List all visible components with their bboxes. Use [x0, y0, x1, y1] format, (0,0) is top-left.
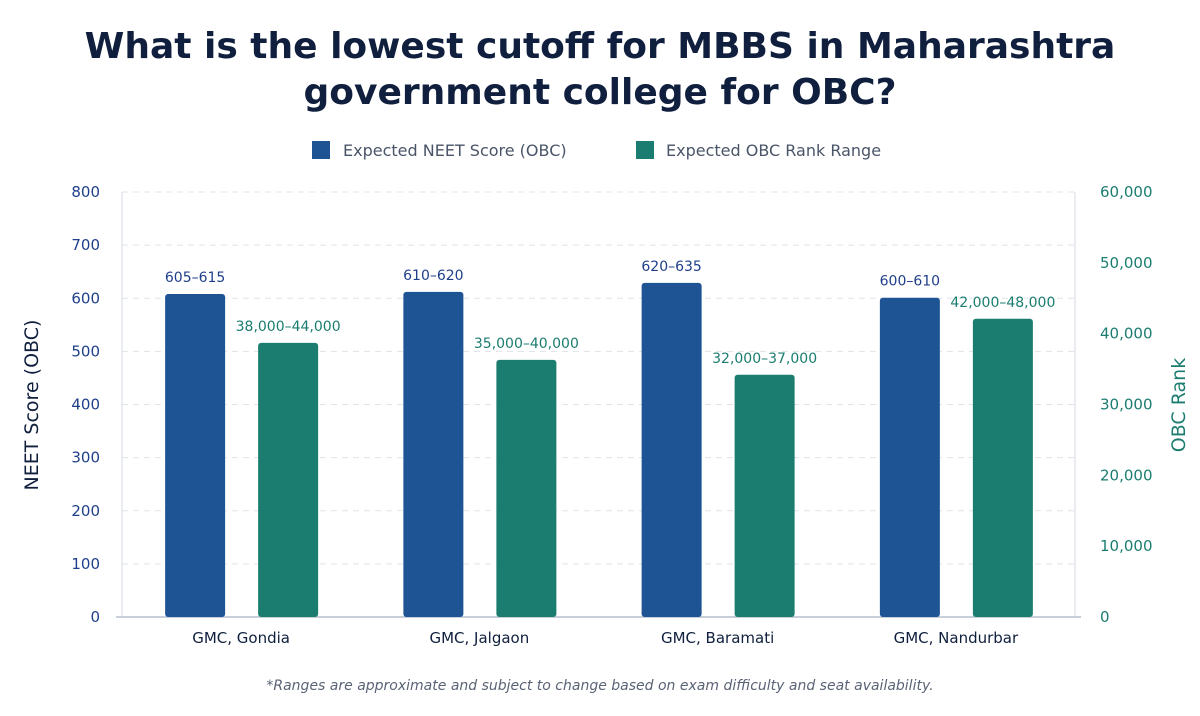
y-axis-label-left: NEET Score (OBC) [21, 320, 43, 491]
chart-title-line-1: What is the lowest cutoff for MBBS in Ma… [85, 26, 1116, 67]
data-label-neet: 605–615 [165, 270, 225, 286]
y-tick-left: 200 [71, 502, 100, 520]
data-label-rank: 42,000–48,000 [950, 295, 1055, 311]
legend-label-neet: Expected NEET Score (OBC) [343, 141, 567, 160]
data-label-rank: 38,000–44,000 [236, 319, 341, 335]
bar-neet-score [403, 291, 464, 617]
y-tick-right: 60,000 [1100, 183, 1153, 201]
y-axis-label-right: OBC Rank [1168, 358, 1190, 452]
y-tick-left: 100 [71, 555, 100, 573]
bar-obc-rank [972, 318, 1033, 617]
y-tick-right: 20,000 [1100, 466, 1153, 484]
y-tick-left: 600 [71, 289, 100, 307]
footnote: *Ranges are approximate and subject to c… [266, 678, 933, 694]
data-label-rank: 35,000–40,000 [474, 336, 579, 352]
data-label-rank: 32,000–37,000 [712, 351, 817, 367]
y-tick-left: 800 [71, 183, 100, 201]
y-tick-left: 0 [90, 608, 100, 626]
data-label-neet: 620–635 [641, 259, 701, 275]
y-tick-left: 700 [71, 236, 100, 254]
bar-neet-score [641, 282, 702, 617]
x-tick-label: GMC, Baramati [661, 629, 774, 647]
bar-obc-rank [258, 342, 319, 617]
x-tick-label: GMC, Jalgaon [429, 629, 529, 647]
y-tick-right: 40,000 [1100, 325, 1153, 343]
y-tick-right: 10,000 [1100, 537, 1153, 555]
y-tick-right: 30,000 [1100, 396, 1153, 414]
y-tick-left: 500 [71, 342, 100, 360]
y-tick-right: 50,000 [1100, 254, 1153, 272]
y-tick-right: 0 [1100, 608, 1110, 626]
y-tick-left: 400 [71, 396, 100, 414]
bar-obc-rank [734, 374, 795, 617]
y-tick-left: 300 [71, 449, 100, 467]
data-label-neet: 610–620 [403, 268, 463, 284]
legend-swatch-rank [636, 141, 654, 159]
data-label-neet: 600–610 [880, 274, 940, 290]
chart-title-line-2: government college for OBC? [304, 72, 897, 113]
legend-label-rank: Expected OBC Rank Range [666, 141, 881, 160]
bar-neet-score [879, 297, 940, 617]
x-tick-label: GMC, Nandurbar [894, 629, 1019, 647]
bar-obc-rank [496, 359, 557, 617]
x-tick-label: GMC, Gondia [192, 629, 290, 647]
bar-neet-score [165, 294, 226, 617]
legend-swatch-neet [312, 141, 330, 159]
